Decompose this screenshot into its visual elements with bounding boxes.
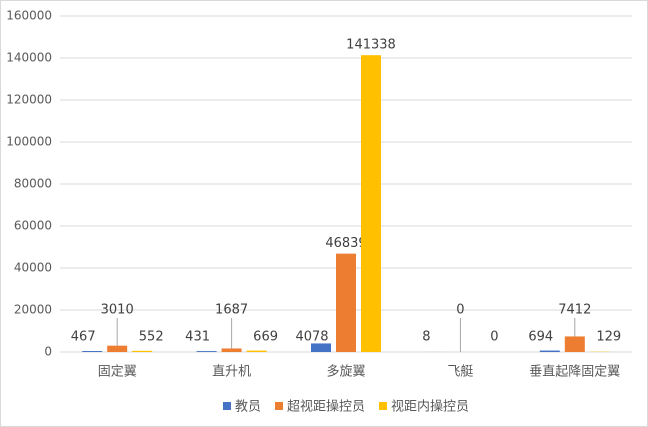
value-label: 7412 — [558, 303, 591, 318]
y-tick-label: 20000 — [14, 303, 52, 317]
bar — [539, 350, 560, 352]
value-label: 552 — [139, 330, 164, 345]
value-label: 467 — [71, 330, 96, 345]
x-tick-label: 垂直起降固定翼 — [529, 365, 620, 380]
y-tick-label: 160000 — [6, 9, 52, 23]
y-tick-label: 80000 — [14, 177, 52, 191]
x-tick-label: 飞艇 — [447, 365, 473, 380]
legend-label: 教员 — [235, 399, 261, 415]
value-label: 8 — [422, 330, 430, 345]
value-label: 46839 — [325, 236, 366, 251]
value-label: 431 — [185, 330, 210, 345]
bar — [246, 350, 267, 352]
value-label: 129 — [596, 330, 621, 345]
legend-swatch — [379, 402, 388, 410]
legend-swatch — [274, 402, 283, 410]
bar — [107, 345, 128, 352]
x-tick-label: 固定翼 — [98, 365, 137, 380]
bar — [361, 55, 381, 353]
value-label: 3010 — [101, 303, 134, 318]
y-tick-label: 140000 — [6, 51, 52, 65]
legend-swatch — [222, 402, 231, 410]
bar — [221, 348, 242, 352]
y-tick-label: 40000 — [14, 261, 52, 275]
x-tick-label: 多旋翼 — [326, 364, 365, 380]
y-tick-label: 60000 — [14, 219, 52, 233]
bar — [336, 253, 356, 352]
legend-label: 超视距操控员 — [287, 399, 365, 415]
bar — [132, 350, 153, 352]
y-tick-label: 120000 — [6, 93, 52, 107]
bar — [564, 336, 585, 352]
value-label: 4078 — [295, 330, 328, 345]
value-label: 694 — [528, 330, 553, 345]
value-label: 1687 — [215, 303, 248, 318]
value-label: 0 — [456, 303, 464, 318]
value-label: 0 — [490, 330, 498, 345]
value-label: 669 — [253, 330, 278, 345]
legend-label: 视距内操控员 — [391, 399, 469, 415]
x-tick-label: 直升机 — [212, 365, 251, 380]
value-label: 141338 — [346, 38, 396, 53]
bar — [82, 351, 103, 352]
y-tick-label: 0 — [44, 345, 52, 359]
bar — [196, 351, 217, 352]
y-tick-label: 100000 — [6, 135, 52, 149]
bar — [311, 343, 331, 352]
